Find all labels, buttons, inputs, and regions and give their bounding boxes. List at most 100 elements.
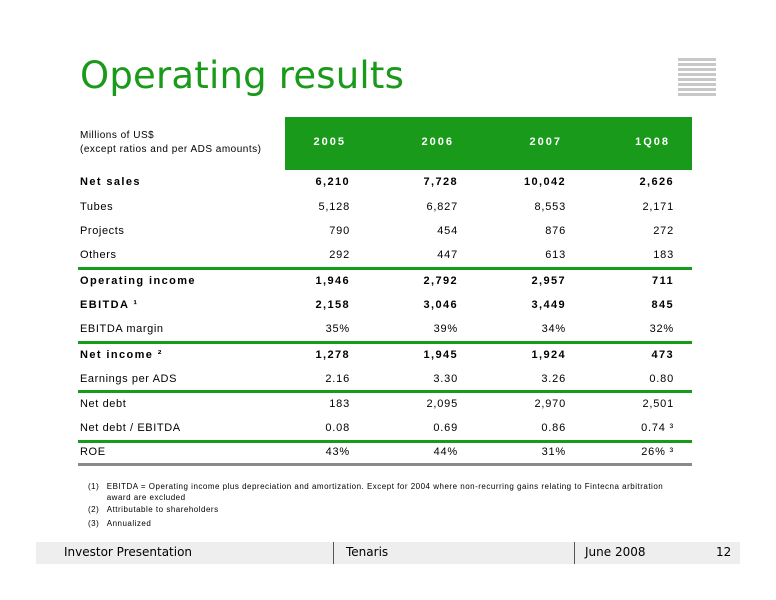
footnote: (2) Attributable to shareholders <box>88 504 667 515</box>
cell: 2,158 <box>315 299 350 311</box>
green-divider <box>78 390 692 393</box>
table-row-net-sales: Net sales 6,210 7,728 10,042 2,626 <box>80 171 692 195</box>
row-label: EBITDA margin <box>80 323 164 335</box>
cell: 0.74 ³ <box>641 422 674 434</box>
green-divider <box>78 341 692 344</box>
cell: 2.16 <box>325 373 350 385</box>
cell: 2,970 <box>534 398 566 410</box>
table-row-net-income: Net income ² 1,278 1,945 1,924 473 <box>80 344 692 368</box>
footnote-text: EBITDA = Operating income plus depreciat… <box>106 482 664 502</box>
footnote: (3) Annualized <box>88 518 667 529</box>
footnote-text: Annualized <box>106 519 152 528</box>
row-label: Net income ² <box>80 349 163 361</box>
tenaris-logo <box>678 58 716 98</box>
table-row-earnings-per-ads: Earnings per ADS 2.16 3.30 3.26 0.80 <box>80 368 692 392</box>
table-bottom-border <box>78 463 692 466</box>
units-line-2: (except ratios and per ADS amounts) <box>80 144 262 155</box>
cell: 292 <box>329 249 350 261</box>
cell: 876 <box>545 225 566 237</box>
cell: 44% <box>433 446 458 458</box>
cell: 2,957 <box>531 275 566 287</box>
green-divider <box>78 267 692 270</box>
cell: 454 <box>437 225 458 237</box>
footer-company: Tenaris <box>346 545 389 559</box>
page-title: Operating results <box>80 54 405 97</box>
cell: 5,128 <box>318 201 350 213</box>
cell: 1,945 <box>423 349 458 361</box>
column-header-band <box>285 117 692 170</box>
col-header-2005: 2005 <box>313 136 346 148</box>
footnote-number: (2) <box>88 505 100 514</box>
footer-presentation-name: Investor Presentation <box>64 545 193 559</box>
footnote-number: (1) <box>88 482 100 491</box>
cell: 2,792 <box>423 275 458 287</box>
cell: 1,924 <box>531 349 566 361</box>
cell: 35% <box>325 323 350 335</box>
cell: 34% <box>541 323 566 335</box>
cell: 845 <box>651 299 674 311</box>
cell: 473 <box>651 349 674 361</box>
row-label: Projects <box>80 225 125 237</box>
table-row-net-debt-ebitda: Net debt / EBITDA 0.08 0.69 0.86 0.74 ³ <box>80 417 692 441</box>
cell: 8,553 <box>534 201 566 213</box>
slide-footer: Investor Presentation Tenaris June 2008 … <box>36 542 740 564</box>
col-header-1q08: 1Q08 <box>635 136 670 148</box>
row-label: Tubes <box>80 201 114 213</box>
cell: 2,626 <box>639 176 674 188</box>
cell: 183 <box>653 249 674 261</box>
footnote: (1) EBITDA = Operating income plus depre… <box>88 481 667 503</box>
cell: 10,042 <box>523 176 566 188</box>
table-row-operating-income: Operating income 1,946 2,792 2,957 711 <box>80 270 692 294</box>
cell: 6,827 <box>426 201 458 213</box>
cell: 43% <box>325 446 350 458</box>
cell: 26% ³ <box>641 446 674 458</box>
table-row-tubes: Tubes 5,128 6,827 8,553 2,171 <box>80 196 692 220</box>
cell: 0.80 <box>649 373 674 385</box>
cell: 613 <box>545 249 566 261</box>
table-row-ebitda-margin: EBITDA margin 35% 39% 34% 32% <box>80 318 692 342</box>
row-label: ROE <box>80 446 106 458</box>
table-row-roe: ROE 43% 44% 31% 26% ³ <box>80 441 692 465</box>
cell: 272 <box>653 225 674 237</box>
footnote-number: (3) <box>88 519 100 528</box>
cell: 3,046 <box>423 299 458 311</box>
cell: 39% <box>433 323 458 335</box>
row-label: Net debt / EBITDA <box>80 422 181 434</box>
cell: 3.30 <box>433 373 458 385</box>
cell: 2,095 <box>426 398 458 410</box>
cell: 2,171 <box>642 201 674 213</box>
table-row-ebitda: EBITDA ¹ 2,158 3,046 3,449 845 <box>80 294 692 318</box>
cell: 0.08 <box>325 422 350 434</box>
table-row-projects: Projects 790 454 876 272 <box>80 220 692 244</box>
col-header-2007: 2007 <box>529 136 562 148</box>
units-line-1: Millions of US$ <box>80 130 155 141</box>
row-label: Earnings per ADS <box>80 373 178 385</box>
table-row-others: Others 292 447 613 183 <box>80 244 692 268</box>
cell: 3.26 <box>541 373 566 385</box>
footer-date: June 2008 <box>585 545 646 559</box>
row-label: EBITDA ¹ <box>80 299 139 311</box>
cell: 711 <box>652 275 674 287</box>
cell: 7,728 <box>423 176 458 188</box>
cell: 1,278 <box>315 349 350 361</box>
units-note: Millions of US$ (except ratios and per A… <box>80 129 261 157</box>
cell: 183 <box>329 398 350 410</box>
footer-divider <box>574 542 575 564</box>
cell: 3,449 <box>531 299 566 311</box>
col-header-2006: 2006 <box>421 136 454 148</box>
footer-divider <box>333 542 334 564</box>
row-label: Net debt <box>80 398 127 410</box>
table-row-net-debt: Net debt 183 2,095 2,970 2,501 <box>80 393 692 417</box>
cell: 1,946 <box>315 275 350 287</box>
page-number: 12 <box>716 545 732 559</box>
row-label: Operating income <box>80 275 196 287</box>
cell: 447 <box>437 249 458 261</box>
row-label: Others <box>80 249 117 261</box>
cell: 31% <box>541 446 566 458</box>
cell: 2,501 <box>642 398 674 410</box>
cell: 790 <box>329 225 350 237</box>
row-label: Net sales <box>80 176 141 188</box>
cell: 0.69 <box>433 422 458 434</box>
green-divider <box>78 440 692 443</box>
cell: 0.86 <box>541 422 566 434</box>
